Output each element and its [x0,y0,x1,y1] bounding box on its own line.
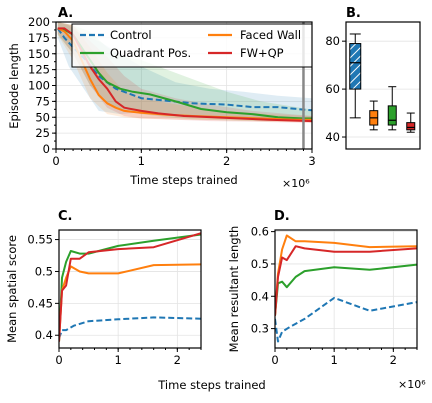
panel-d-line-control [275,296,417,343]
legend-label-control: Control [110,28,152,42]
panel-a-x-tick-label: 2 [223,154,230,168]
panel-c-series-lines [59,232,201,342]
panel-b-box-fw-qp [406,122,416,131]
panel-c-y-tick-label: 0.4 [35,328,53,342]
panel-d-x-offset: ×10⁶ [398,378,426,391]
panel-d-y-tick-label: 0.4 [251,289,269,303]
panel-b-y-tick-label: 60 [325,82,340,96]
resultant-length-chart: 0.3 0.4 0.5 0.6 0 1 2 Mean resultant length ×1… [227,225,426,391]
panel-a-x-tick-label: 1 [138,154,145,168]
panel-b-frame [345,21,421,150]
panel-a-band-quadrant-pos [57,22,312,122]
panel-a-confidence-bands [57,22,312,123]
panel-a-y-tick-label: 150 [28,47,50,61]
panel-c-x-tick-label: 1 [115,353,122,367]
panel-d-y-tick-label: 0.5 [251,257,269,271]
panel-c-y-axis-title: Mean spatial score [5,235,19,343]
panel-c-frame [58,229,202,349]
panel-a-y-tick-label: 50 [35,110,50,124]
panel-a-x-axis-title: Time steps trained [129,173,237,187]
panel-b-y-tick-label: 40 [325,130,340,144]
panel-a-y-axis-title: Episode length [7,43,21,128]
spatial-score-chart: 0.4 0.45 0.5 0.55 0 1 2 Mean spatial score [5,229,202,367]
panel-c-x-tick-label: 2 [174,353,181,367]
panel-c-line-quadrant-pos [59,233,201,342]
panel-c-y-tick-label: 0.5 [35,264,53,278]
panel-a-band-fw-qp [57,22,312,123]
panel-a-x-tick-label: 0 [52,154,59,168]
panel-d-line-fw-qp [275,245,417,316]
panel-a-y-tick-label: 75 [35,94,50,108]
panel-b-box-control [349,43,362,90]
panel-a-y-tick-label: 0 [43,142,50,156]
panel-d-y-axis-title: Mean resultant length [227,226,241,353]
panel-a-band-faced-wall [57,22,312,123]
panel-a-x-tick-label: 3 [308,154,315,168]
panel-c-y-tick-label: 0.45 [27,296,53,310]
legend-label-quadrant-pos: Quadrant Pos. [110,46,191,60]
panel-d-x-tick-label: 1 [331,353,338,367]
panel-a-x-offset: ×10⁶ [282,177,310,190]
panel-b-boxes [349,33,416,133]
panel-c-line-faced-wall [59,263,201,342]
panel-c-y-tick-label: 0.55 [27,233,53,247]
panel-label-d: D. [274,209,290,224]
panel-label-b: B. [346,6,361,21]
panel-c-axes: 0.4 0.45 0.5 0.55 0 1 2 [27,229,202,367]
panel-c-line-fw-qp [59,232,201,342]
panel-c-line-control [59,316,201,339]
panel-a-legend: Control Quadrant Pos. Faced Wall FW+QP [71,23,313,68]
panel-label-c: C. [58,209,72,224]
panel-a-y-tick-label: 25 [35,126,50,140]
panel-d-x-tick-label: 2 [390,353,397,367]
panel-d-line-quadrant-pos [275,263,417,316]
panel-d-series-lines [275,234,417,343]
panel-d-y-tick-label: 0.6 [251,225,269,239]
panel-d-line-faced-wall [275,234,417,316]
panel-a-band-control [57,22,312,122]
panel-d-y-tick-label: 0.3 [251,322,269,336]
panel-a-y-tick-label: 100 [28,79,50,93]
panel-a-y-tick-label: 175 [28,31,50,45]
episode-length-chart: Control Quadrant Pos. Faced Wall FW+QP 0… [7,15,316,190]
panel-a-y-tick-label: 200 [28,15,50,29]
panel-b-axes: 40 60 80 [325,21,421,150]
panel-d-x-tick-label: 0 [271,353,278,367]
panel-d-grid [274,230,417,348]
panel-b-box-quadrant-pos [387,105,397,126]
panel-a-frame [55,21,313,150]
legend-label-fw-qp: FW+QP [240,46,284,60]
panel-b-y-tick-label: 80 [325,34,340,48]
panel-d-frame [274,229,418,349]
panel-d-axes: 0.3 0.4 0.5 0.6 0 1 2 [251,225,418,367]
panel-a-y-tick-label: 125 [28,63,50,77]
shared-x-axis-title: Time steps trained [157,378,265,392]
panel-c-x-tick-label: 0 [55,353,62,367]
episode-length-boxplot: 40 60 80 [325,21,421,150]
legend-label-faced-wall: Faced Wall [240,28,301,42]
panel-label-a: A. [58,6,73,21]
